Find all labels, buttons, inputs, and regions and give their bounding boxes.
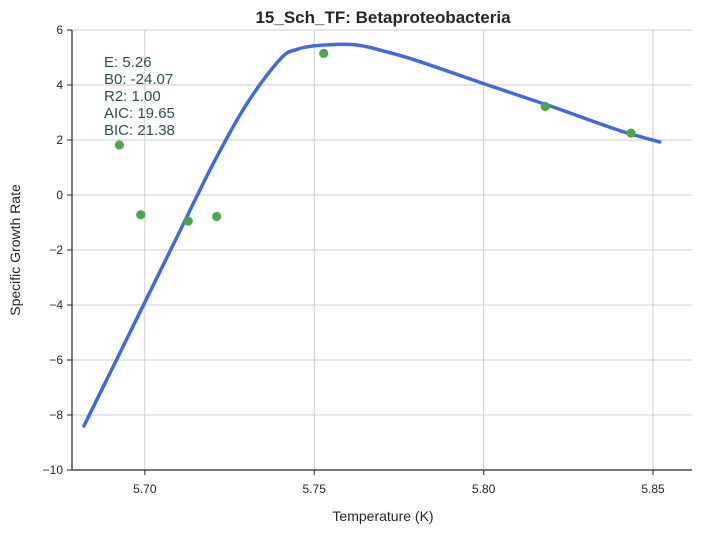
- fit-statistics: E: 5.26 B0: -24.07 R2: 1.00 AIC: 19.65 B…: [104, 54, 175, 139]
- y-tick-label: −2: [49, 243, 63, 257]
- data-point: [114, 140, 125, 150]
- data-point: [183, 216, 193, 226]
- x-tick-label: 5.70: [133, 482, 157, 496]
- y-tick-label: 4: [56, 78, 63, 92]
- y-tick-label: 0: [56, 188, 63, 202]
- data-point: [626, 128, 636, 138]
- y-tick-label: −6: [49, 353, 63, 367]
- stat-e: E: 5.26: [104, 54, 152, 71]
- data-point: [212, 211, 222, 222]
- stat-bic: BIC: 21.38: [104, 122, 175, 139]
- y-tick-label: 6: [56, 23, 63, 37]
- grid-lines: [72, 29, 692, 470]
- y-tick-label: −8: [49, 408, 63, 422]
- y-ticks: −10 −8 −6 −4 −2 0 2 4 6: [43, 23, 72, 477]
- stat-r2: R2: 1.00: [104, 88, 161, 105]
- x-tick-label: 5.80: [472, 482, 496, 496]
- x-tick-label: 5.75: [303, 482, 327, 496]
- y-tick-label: −10: [43, 463, 64, 477]
- series-layer: [82, 42, 662, 428]
- y-axis-label: Specific Growth Rate: [7, 184, 23, 316]
- stat-aic: AIC: 19.65: [104, 105, 175, 122]
- stat-b0: B0: -24.07: [104, 71, 173, 88]
- fitted-curve: [82, 42, 662, 428]
- x-ticks: 5.70 5.75 5.80 5.85: [133, 470, 665, 496]
- data-point: [136, 210, 146, 220]
- chart-title: 15_Sch_TF: Betaproteobacteria: [255, 8, 511, 27]
- x-tick-label: 5.85: [641, 482, 665, 496]
- y-tick-label: −4: [49, 298, 63, 312]
- data-point: [319, 48, 329, 58]
- y-tick-label: 2: [56, 133, 63, 147]
- data-point: [540, 101, 550, 112]
- x-axis-label: Temperature (K): [332, 508, 433, 524]
